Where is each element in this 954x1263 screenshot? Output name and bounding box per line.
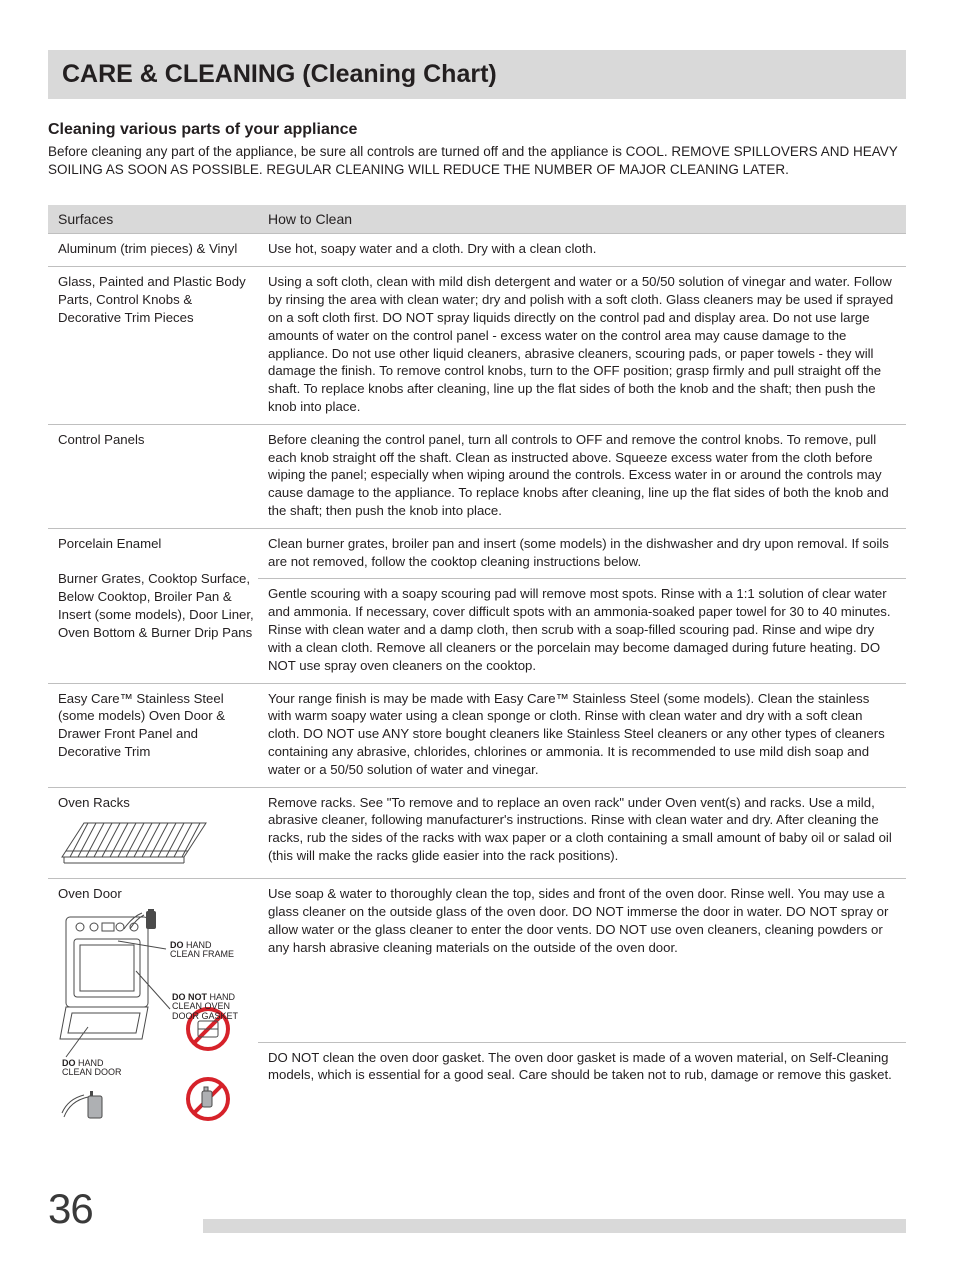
col-how-to-clean: How to Clean: [258, 205, 906, 234]
section-header: CARE & CLEANING (Cleaning Chart): [48, 50, 906, 99]
surface-cell: Aluminum (trim pieces) & Vinyl: [48, 234, 258, 267]
how-cell: Using a soft cloth, clean with mild dish…: [258, 267, 906, 425]
table-row: Aluminum (trim pieces) & Vinyl Use hot, …: [48, 234, 906, 267]
table-row: Oven Racks: [48, 787, 906, 879]
col-surfaces: Surfaces: [48, 205, 258, 234]
page-number: 36: [48, 1185, 93, 1233]
sub-heading: Cleaning various parts of your appliance: [48, 121, 906, 139]
table-row: Oven Door: [48, 879, 906, 1042]
how-cell: Before cleaning the control panel, turn …: [258, 424, 906, 528]
cleaning-table: Surfaces How to Clean Aluminum (trim pie…: [48, 205, 906, 1137]
oven-door-diagram: DO HAND CLEAN FRAME DO NOT HAND CLEAN OV…: [58, 909, 238, 1129]
how-cell: Use soap & water to thoroughly clean the…: [258, 879, 906, 1042]
surface-cell: Porcelain Enamel Burner Grates, Cooktop …: [48, 528, 258, 683]
table-row: Glass, Painted and Plastic Body Parts, C…: [48, 267, 906, 425]
surface-cell: Oven Racks: [48, 787, 258, 879]
surface-cell: Oven Door: [48, 879, 258, 1137]
intro-paragraph: Before cleaning any part of the applianc…: [48, 143, 906, 179]
table-row: Control Panels Before cleaning the contr…: [48, 424, 906, 528]
oven-rack-icon: [58, 817, 254, 870]
how-cell: Use hot, soapy water and a cloth. Dry wi…: [258, 234, 906, 267]
section-title: CARE & CLEANING (Cleaning Chart): [62, 60, 497, 88]
table-row: Porcelain Enamel Burner Grates, Cooktop …: [48, 528, 906, 579]
footer-strip: [203, 1219, 906, 1233]
how-cell: Remove racks. See "To remove and to repl…: [258, 787, 906, 879]
table-row: Easy Care™ Stainless Steel (some models)…: [48, 683, 906, 787]
surface-cell: Glass, Painted and Plastic Body Parts, C…: [48, 267, 258, 425]
how-cell: Gentle scouring with a soapy scouring pa…: [258, 579, 906, 683]
how-cell: Your range finish is may be made with Ea…: [258, 683, 906, 787]
how-cell: Clean burner grates, broiler pan and ins…: [258, 528, 906, 579]
surface-cell: Easy Care™ Stainless Steel (some models)…: [48, 683, 258, 787]
how-cell: DO NOT clean the oven door gasket. The o…: [258, 1042, 906, 1137]
surface-cell: Control Panels: [48, 424, 258, 528]
